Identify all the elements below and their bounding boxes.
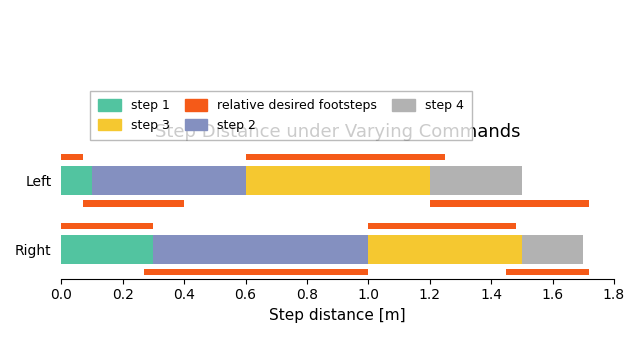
Bar bbox=[61, 223, 154, 229]
Bar bbox=[61, 166, 92, 195]
Bar bbox=[506, 269, 589, 275]
Bar bbox=[429, 166, 522, 195]
Legend: step 1, step 3, relative desired footsteps, step 2, step 4: step 1, step 3, relative desired footste… bbox=[90, 91, 472, 140]
Bar bbox=[61, 235, 154, 264]
Title: Step Distance under Varying Commands: Step Distance under Varying Commands bbox=[155, 123, 520, 141]
X-axis label: Step distance [m]: Step distance [m] bbox=[269, 308, 406, 323]
Bar bbox=[92, 166, 246, 195]
Bar bbox=[369, 235, 522, 264]
Bar bbox=[83, 200, 184, 207]
Bar bbox=[246, 166, 429, 195]
Bar bbox=[246, 154, 445, 161]
Bar bbox=[144, 269, 369, 275]
Bar bbox=[369, 223, 516, 229]
Bar bbox=[429, 200, 589, 207]
Bar bbox=[522, 235, 583, 264]
Bar bbox=[61, 154, 83, 161]
Bar bbox=[154, 235, 369, 264]
